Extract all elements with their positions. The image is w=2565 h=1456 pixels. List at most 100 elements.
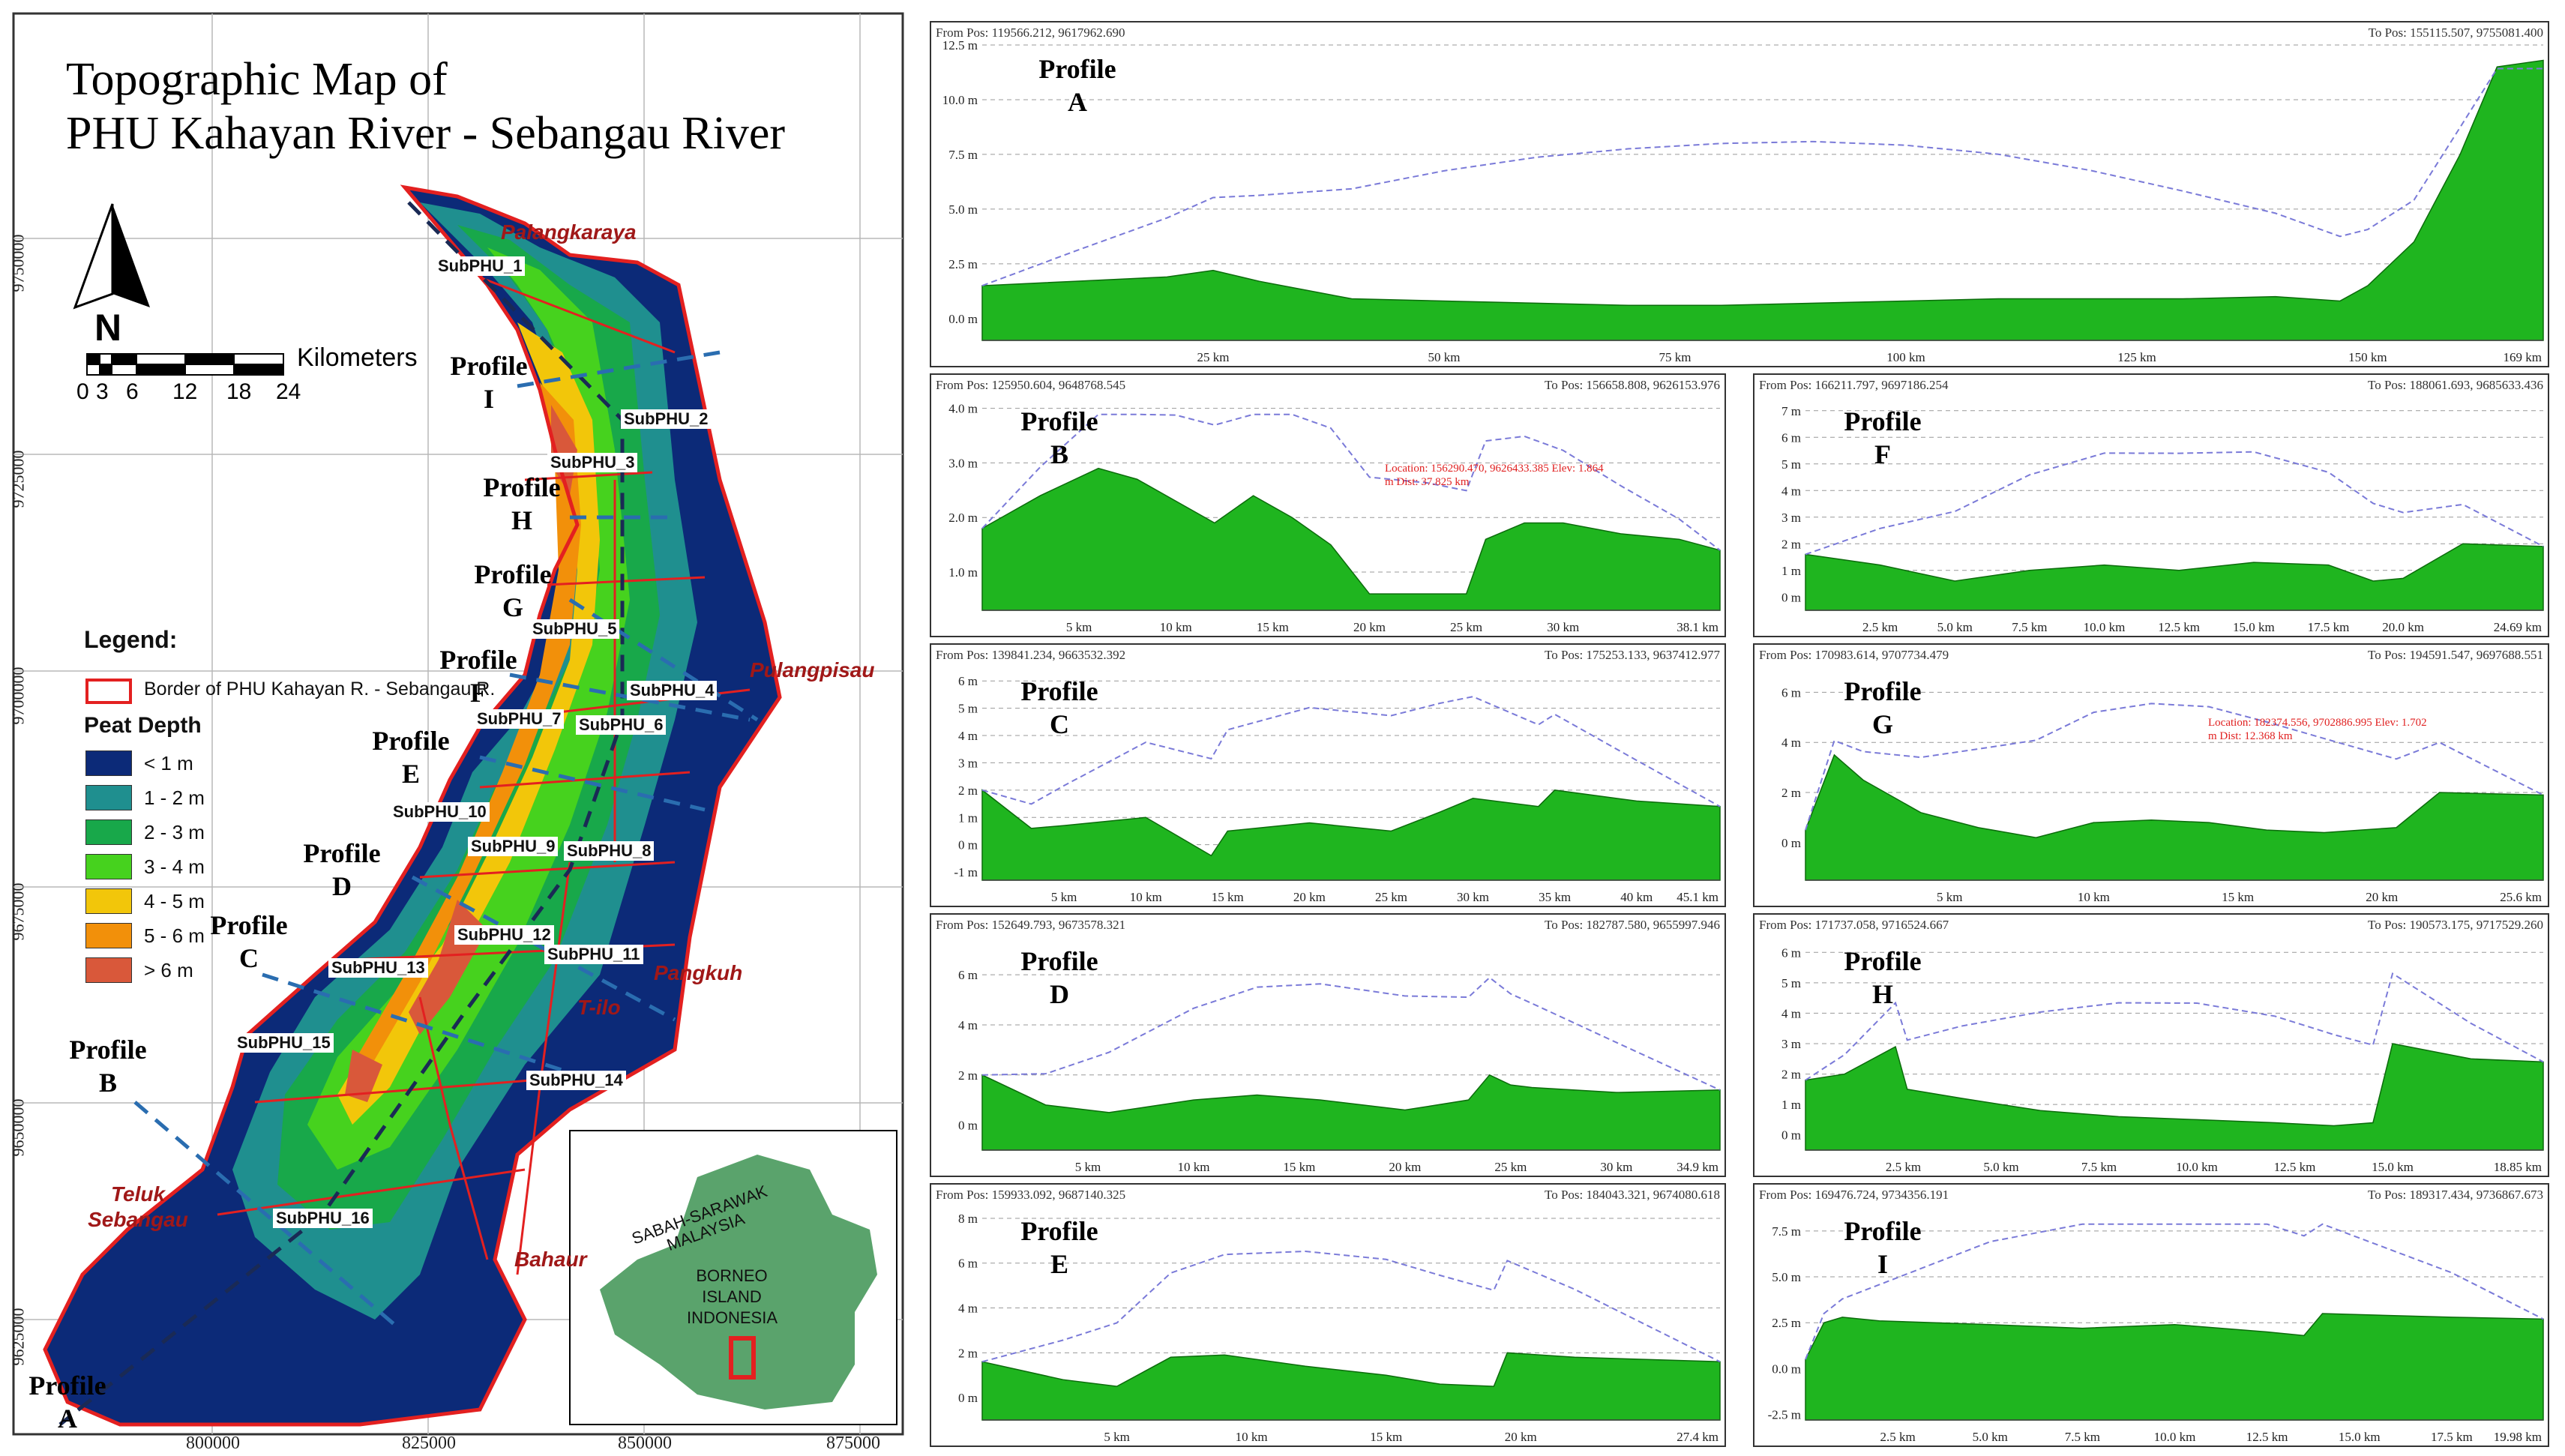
x-tick-label: 10.0 km xyxy=(2176,1160,2218,1174)
map-profile-label-g: Profile G xyxy=(474,559,552,622)
profile-word: Profile xyxy=(1020,946,1098,976)
y-tick-label: 5 m xyxy=(1781,976,1801,990)
x-tick-label: 10 km xyxy=(1177,1160,1209,1174)
profile-to-pos: To Pos: 156658.808, 9626153.976 xyxy=(1545,378,1720,392)
y-tick-label: 6 m xyxy=(1781,685,1801,700)
x-tick-label: 30 km xyxy=(1457,890,1489,904)
peat-surface-line xyxy=(981,976,1721,1091)
x-tick-label: 15 km xyxy=(1212,890,1244,904)
legend-swatch xyxy=(85,957,132,983)
legend-class-label: 5 - 6 m xyxy=(144,924,205,947)
profile-to-pos: To Pos: 184043.321, 9674080.618 xyxy=(1545,1188,1720,1202)
ground-elevation-area xyxy=(1805,1043,2544,1151)
y-tick-label: 7.5 m xyxy=(948,148,978,162)
map-profile-label-a: Profile A xyxy=(28,1371,106,1434)
legend-class-label: 4 - 5 m xyxy=(144,890,205,912)
phu-border xyxy=(43,184,782,1427)
profile-title-e: Profile E xyxy=(1011,1215,1108,1281)
x-tick-label: 12.5 km xyxy=(2274,1160,2316,1174)
subphu-label: SubPHU_11 xyxy=(544,945,643,964)
profile-to-pos: To Pos: 175253.133, 9637412.977 xyxy=(1545,648,1720,662)
peat-surface-line xyxy=(981,67,2543,286)
scale-bar xyxy=(86,353,284,376)
profile-word: Profile xyxy=(1038,54,1116,84)
x-tick-label: 5 km xyxy=(1066,620,1092,634)
legend-class-label: 2 - 3 m xyxy=(144,821,205,843)
profile-word: Profile xyxy=(1844,406,1922,436)
x-tick-label: 10 km xyxy=(1160,620,1192,634)
x-tick-label: 25.6 km xyxy=(2500,890,2542,904)
subphu-label: SubPHU_7 xyxy=(474,709,565,729)
x-tick-label: 20.0 km xyxy=(2382,620,2424,634)
profile-from-pos: From Pos: 159933.092, 9687140.325 xyxy=(936,1188,1126,1202)
profile-line-d xyxy=(411,875,676,1022)
profile-chart: 6 m 5 m 4 m 3 m 2 m 1 m 0 m 2.5 km 5.0 km 7.5 km 1… xyxy=(1781,945,2544,1174)
subphu-label: SubPHU_10 xyxy=(390,802,490,822)
y-tick-label: 2 m xyxy=(958,1346,978,1360)
map-profile-label-h: Profile H xyxy=(483,472,561,535)
subphu-label: SubPHU_16 xyxy=(273,1209,373,1228)
y-tick-label: -1 m xyxy=(954,865,978,879)
lat-tick: 9750000 xyxy=(8,234,28,292)
legend-class-label: < 1 m xyxy=(144,752,193,774)
profile-chart: 6 m 4 m 2 m 0 m 5 km 10 km 15 km 20 km 25 km 30 k… xyxy=(958,968,1721,1174)
x-tick-label: 5.0 km xyxy=(1937,620,1973,634)
map-title-line1: Topographic Map of xyxy=(66,54,448,105)
y-tick-label: 4 m xyxy=(958,1018,978,1032)
x-tick-label: 2.5 km xyxy=(1880,1430,1916,1444)
x-tick-label: 5.0 km xyxy=(1973,1430,2008,1444)
peat-surface-line xyxy=(1805,972,2544,1081)
profile-chart: 7.5 m 5.0 m 2.5 m 0.0 m -2.5 m 2.5 km 5.0 km 7.… xyxy=(1768,1223,2544,1444)
profile-chart: 4.0 m 3.0 m 2.0 m 1.0 m 5 km 10 km 15 km 20 km 2… xyxy=(948,402,1721,634)
profile-panel-e: From Pos: 159933.092, 9687140.325 To Pos:… xyxy=(930,1183,1726,1447)
x-tick-label: 17.5 km xyxy=(2308,620,2350,634)
profile-word: Profile xyxy=(1844,946,1922,976)
profile-letter: I xyxy=(1877,1249,1888,1279)
x-tick-label: 15 km xyxy=(2222,890,2254,904)
x-tick-label: 30 km xyxy=(1600,1160,1632,1174)
y-tick-label: 1 m xyxy=(1781,1098,1801,1112)
y-tick-label: 2 m xyxy=(958,1068,978,1083)
x-tick-label: 10 km xyxy=(2078,890,2110,904)
profile-word: Profile xyxy=(1020,406,1098,436)
x-tick-label: 24.69 km xyxy=(2494,620,2542,634)
profile-panel-i: From Pos: 169476.724, 9734356.191 To Pos:… xyxy=(1753,1183,2549,1447)
y-tick-label: 4.0 m xyxy=(948,402,978,416)
map-profile-label-e: Profile E xyxy=(372,726,450,789)
map-title-line2: PHU Kahayan River - Sebangau River xyxy=(66,108,786,159)
profile-letter: D xyxy=(1050,979,1069,1009)
profile-panel-a: From Pos: 119566.212, 9617962.690 To Pos:… xyxy=(930,21,2549,367)
y-tick-label: 6 m xyxy=(1781,430,1801,445)
x-tick-label: 125 km xyxy=(2117,350,2156,364)
profile-panel-b: From Pos: 125950.604, 9648768.545 To Pos:… xyxy=(930,373,1726,637)
profile-to-pos: To Pos: 190573.175, 9717529.260 xyxy=(2368,918,2543,932)
x-tick-label: 75 km xyxy=(1659,350,1691,364)
profile-from-pos: From Pos: 119566.212, 9617962.690 xyxy=(936,25,1125,40)
profile-letter: H xyxy=(1871,979,1893,1009)
scale-tick: 6 xyxy=(126,379,139,404)
y-tick-label: 5 m xyxy=(1781,457,1801,472)
x-tick-label: 10.0 km xyxy=(2084,620,2126,634)
y-tick-label: 0 m xyxy=(958,838,978,852)
x-tick-label: 5 km xyxy=(1051,890,1077,904)
legend-border-swatch xyxy=(85,679,132,704)
y-tick-label: 10.0 m xyxy=(942,93,978,107)
subphu-label: SubPHU_2 xyxy=(621,409,712,429)
y-tick-label: 4 m xyxy=(958,1302,978,1316)
x-tick-label: 15.0 km xyxy=(2372,1160,2414,1174)
profile-panel-h: From Pos: 171737.058, 9716524.667 To Pos:… xyxy=(1753,913,2549,1177)
x-tick-label: 45.1 km xyxy=(1677,890,1718,904)
x-tick-label: 5 km xyxy=(1075,1160,1101,1174)
topographic-map xyxy=(12,12,904,1436)
x-tick-label: 34.9 km xyxy=(1677,1160,1718,1174)
y-tick-label: 12.5 m xyxy=(942,38,978,52)
y-tick-label: 3 m xyxy=(1781,511,1801,525)
x-tick-label: 50 km xyxy=(1428,350,1460,364)
profile-title-b: Profile B xyxy=(1011,405,1108,471)
map-profile-label-d: Profile D xyxy=(303,838,381,901)
y-tick-label: 5 m xyxy=(958,702,978,716)
place-pangkuh: Pangkuh xyxy=(654,961,743,984)
y-tick-label: 2 m xyxy=(1781,786,1801,800)
place-teluk-sebangau: Teluk Sebangau xyxy=(88,1182,188,1231)
y-tick-label: 0 m xyxy=(958,1119,978,1133)
